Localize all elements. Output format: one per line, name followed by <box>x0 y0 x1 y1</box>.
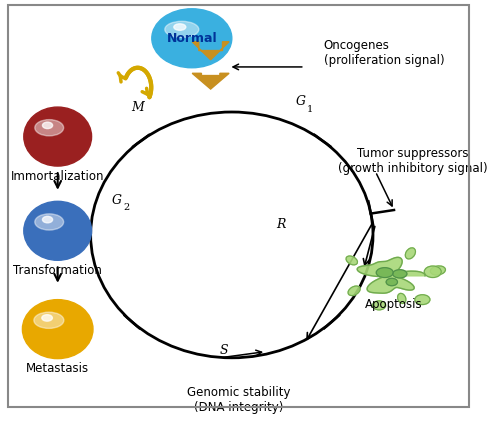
Ellipse shape <box>24 201 92 260</box>
Ellipse shape <box>386 278 398 286</box>
Text: M: M <box>132 101 144 115</box>
Text: Immortalization: Immortalization <box>11 170 104 183</box>
Ellipse shape <box>42 314 52 321</box>
Text: Metastasis: Metastasis <box>26 362 90 375</box>
Ellipse shape <box>348 286 360 296</box>
Text: G: G <box>112 194 122 207</box>
Text: Genomic stability
(DNA integrity): Genomic stability (DNA integrity) <box>187 386 290 415</box>
Ellipse shape <box>24 107 92 166</box>
Text: Oncogenes
(proliferation signal): Oncogenes (proliferation signal) <box>324 39 444 67</box>
Ellipse shape <box>346 256 358 265</box>
Ellipse shape <box>34 312 64 328</box>
Text: G: G <box>296 95 306 108</box>
Ellipse shape <box>372 301 386 310</box>
Text: R: R <box>276 218 286 231</box>
Ellipse shape <box>424 266 441 277</box>
Ellipse shape <box>35 120 64 136</box>
Ellipse shape <box>35 214 64 230</box>
Ellipse shape <box>42 216 52 223</box>
Ellipse shape <box>376 268 393 277</box>
Ellipse shape <box>415 295 430 304</box>
Ellipse shape <box>393 270 407 278</box>
Ellipse shape <box>152 9 232 68</box>
Text: Normal: Normal <box>166 32 217 45</box>
Ellipse shape <box>174 24 186 30</box>
Text: S: S <box>220 344 228 357</box>
FancyArrow shape <box>192 73 229 89</box>
Ellipse shape <box>22 300 93 359</box>
Text: Apoptosis: Apoptosis <box>366 298 423 312</box>
Text: 1: 1 <box>307 105 314 114</box>
Text: Tumor suppressors
(growth inhibitory signal): Tumor suppressors (growth inhibitory sig… <box>338 147 488 175</box>
Ellipse shape <box>165 21 199 37</box>
Ellipse shape <box>406 248 415 259</box>
Ellipse shape <box>398 293 406 304</box>
Ellipse shape <box>42 122 52 129</box>
Text: 2: 2 <box>124 203 130 212</box>
Polygon shape <box>357 257 425 293</box>
Text: Transformation: Transformation <box>14 264 102 277</box>
Ellipse shape <box>430 266 446 275</box>
FancyArrow shape <box>192 42 229 60</box>
